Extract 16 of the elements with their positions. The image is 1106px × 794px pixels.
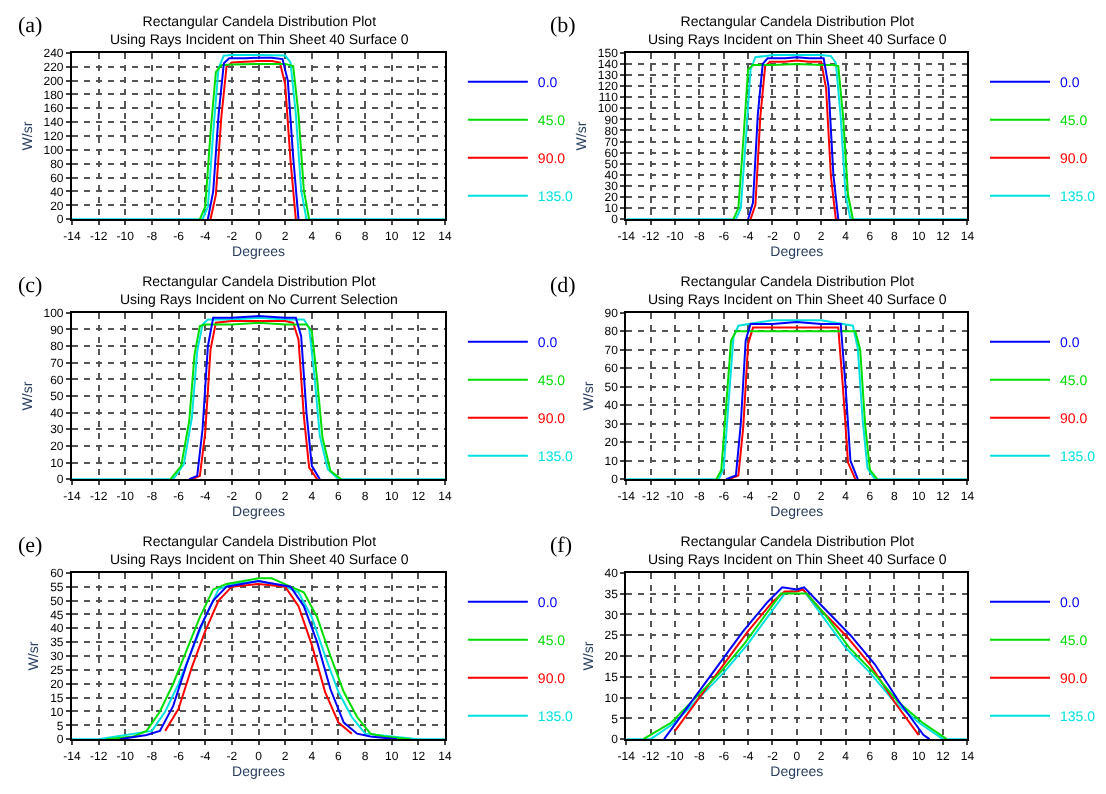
line-series (71, 580, 446, 740)
text: (a) (18, 14, 44, 38)
text: (e) (18, 534, 44, 558)
text: (d) (550, 274, 577, 298)
text: (c) (18, 274, 44, 298)
text: (b) (550, 14, 577, 38)
line-series (626, 54, 968, 220)
line-series (732, 62, 854, 220)
line-series (71, 316, 446, 480)
line-series (626, 319, 968, 480)
line-series (169, 321, 343, 480)
line-series (715, 330, 879, 480)
line-series (164, 582, 353, 735)
line-series (198, 62, 311, 220)
text: (f) (550, 534, 573, 558)
line-series (71, 53, 446, 220)
